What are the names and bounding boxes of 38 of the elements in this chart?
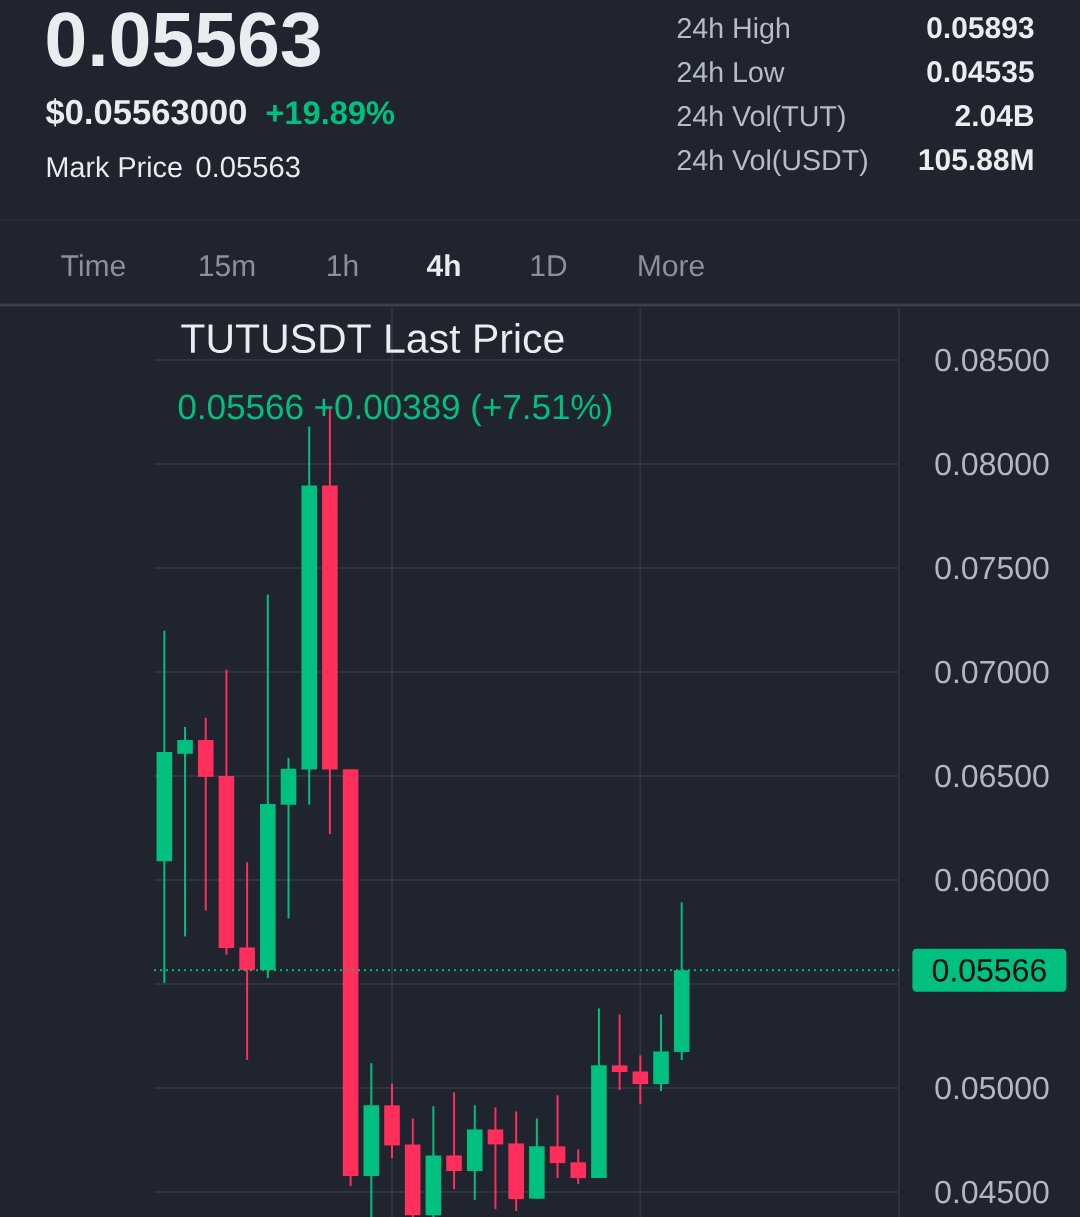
text: 24h Vol(TUT) (677, 105, 845, 132)
text: 1D (531, 255, 567, 277)
candlestick (632, 1054, 649, 1106)
chart-title: TUTUSDT Last Price (181, 322, 564, 354)
text: 4h (426, 254, 460, 277)
text: 24h High (677, 17, 789, 44)
text: 0.05893 (927, 17, 1034, 39)
y-tick-label: 0.07000 (935, 660, 1049, 684)
candlestick (177, 725, 193, 938)
text: 0.05563 (47, 12, 320, 67)
text: 2.04B (955, 105, 1034, 127)
text: 15m (200, 255, 255, 277)
candlestick (611, 1013, 628, 1092)
text: +19.89% (266, 101, 395, 125)
y-tick-label: 0.05000 (935, 1076, 1049, 1100)
text: Mark Price (47, 156, 182, 178)
y-tick-label: 0.08000 (935, 452, 1049, 476)
text: 0.05566 +0.00389 (+7.51%) (178, 393, 612, 427)
text: 24h Vol(USDT) (677, 149, 867, 176)
text: Time (61, 254, 125, 277)
text: 0.04535 (927, 61, 1034, 83)
y-tick-label: 0.07500 (935, 556, 1049, 580)
y-tick-label: 0.04500 (935, 1180, 1049, 1204)
candlestick (549, 1094, 566, 1180)
ref-line-label: 0.05566 (932, 958, 1046, 982)
text: 0.05563 (196, 156, 300, 178)
y-tick-label: 0.06500 (935, 764, 1049, 788)
candlestick (446, 1091, 462, 1191)
y-tick-label: 0.06000 (935, 868, 1049, 892)
text: 1h (328, 254, 358, 277)
text: 105.88M (919, 149, 1033, 171)
y-tick-label: 0.08500 (935, 348, 1049, 372)
candlestick (570, 1148, 587, 1186)
candlestick (239, 861, 255, 1061)
text: 24h Low (677, 61, 785, 83)
text: $0.05563000 (45, 98, 246, 127)
text: More (639, 255, 704, 277)
candlestick (487, 1106, 504, 1211)
